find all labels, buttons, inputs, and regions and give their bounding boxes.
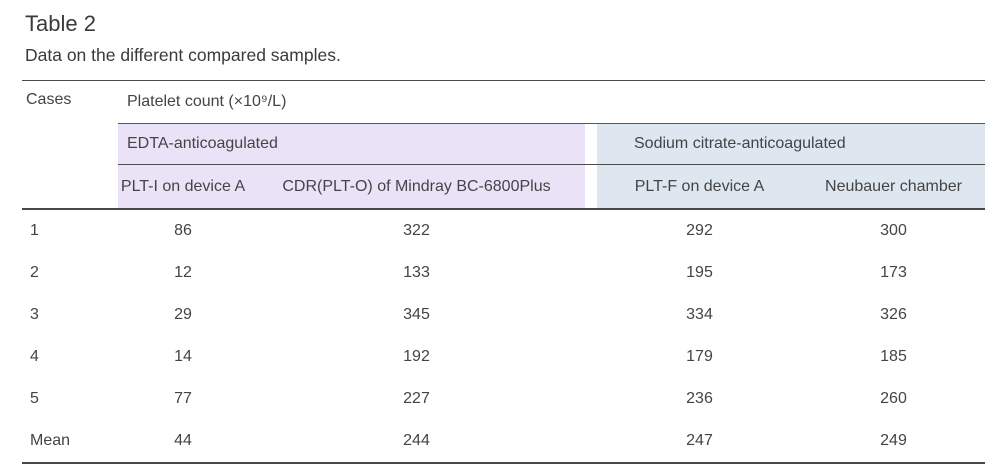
group-header-edta: EDTA-anticoagulated — [118, 123, 585, 165]
value-cell: 29 — [174, 306, 192, 323]
table-caption: Data on the different compared samples. — [25, 45, 341, 65]
column-header-neubauer: Neubauer chamber — [802, 164, 986, 210]
column-gap-spacer — [585, 336, 597, 378]
table-row-mean: Mean 44 244 247 249 — [22, 420, 986, 464]
value-cell: 86 — [174, 222, 192, 239]
value-cell: 300 — [880, 222, 907, 239]
value-cell: 236 — [686, 390, 713, 407]
value-cell: 195 — [686, 264, 713, 281]
column-header-row: PLT-I on device A CDR(PLT-O) of Mindray … — [22, 164, 986, 210]
table-row: 5 77 227 236 260 — [22, 378, 985, 420]
table-title: Table 2 — [25, 11, 96, 36]
case-cell: 3 — [30, 306, 39, 323]
value-cell: 322 — [403, 222, 430, 239]
value-cell: 260 — [880, 390, 907, 407]
value-cell: 334 — [686, 306, 713, 323]
column-gap-spacer — [585, 209, 597, 252]
table-row: 2 12 133 195 173 — [22, 252, 985, 294]
case-cell: 5 — [30, 390, 39, 407]
column-gap-spacer — [585, 164, 597, 210]
value-cell: 173 — [880, 264, 907, 281]
value-cell: 77 — [174, 390, 192, 407]
value-cell: 179 — [686, 348, 713, 365]
value-cell: 345 — [403, 306, 430, 323]
column-gap-spacer — [585, 252, 597, 294]
value-cell: 185 — [880, 348, 907, 365]
platelet-count-header: Platelet count (×10⁹/L) — [118, 80, 986, 124]
case-cell: 4 — [30, 348, 39, 365]
table-row: 4 14 192 179 185 — [22, 336, 985, 378]
case-cell: 2 — [30, 264, 39, 281]
column-header-cdr: CDR(PLT-O) of Mindray BC-6800Plus — [248, 164, 585, 210]
value-cell: 292 — [686, 222, 713, 239]
value-cell: 14 — [174, 348, 192, 365]
value-cell: 44 — [118, 420, 248, 464]
column-gap-spacer — [585, 294, 597, 336]
value-cell: 12 — [174, 264, 192, 281]
data-table: Cases Platelet count (×10⁹/L) EDTA-antic… — [22, 80, 986, 464]
case-cell: 1 — [30, 222, 39, 239]
column-gap-spacer — [585, 420, 597, 464]
column-gap-spacer — [585, 378, 597, 420]
value-cell: 326 — [880, 306, 907, 323]
table-row: 1 86 322 292 300 — [22, 209, 985, 252]
value-cell: 249 — [802, 420, 986, 464]
group-header-citrate: Sodium citrate-anticoagulated — [597, 123, 986, 165]
value-cell: 247 — [597, 420, 802, 464]
header-row-top: Cases Platelet count (×10⁹/L) — [22, 80, 986, 210]
paper-page: Table 2 Data on the different compared s… — [22, 10, 986, 464]
value-cell: 227 — [403, 390, 430, 407]
value-cell: 244 — [248, 420, 585, 464]
case-cell: Mean — [22, 420, 118, 464]
group-header-row: EDTA-anticoagulated Sodium citrate-antic… — [22, 123, 986, 165]
value-cell: 133 — [403, 264, 430, 281]
value-cell: 192 — [403, 348, 430, 365]
table-row: 3 29 345 334 326 — [22, 294, 985, 336]
column-header-plt-f: PLT-F on device A — [597, 164, 802, 210]
cases-header: Cases — [22, 80, 118, 210]
column-header-plt-i: PLT-I on device A — [118, 164, 248, 210]
column-gap-spacer — [585, 123, 597, 165]
